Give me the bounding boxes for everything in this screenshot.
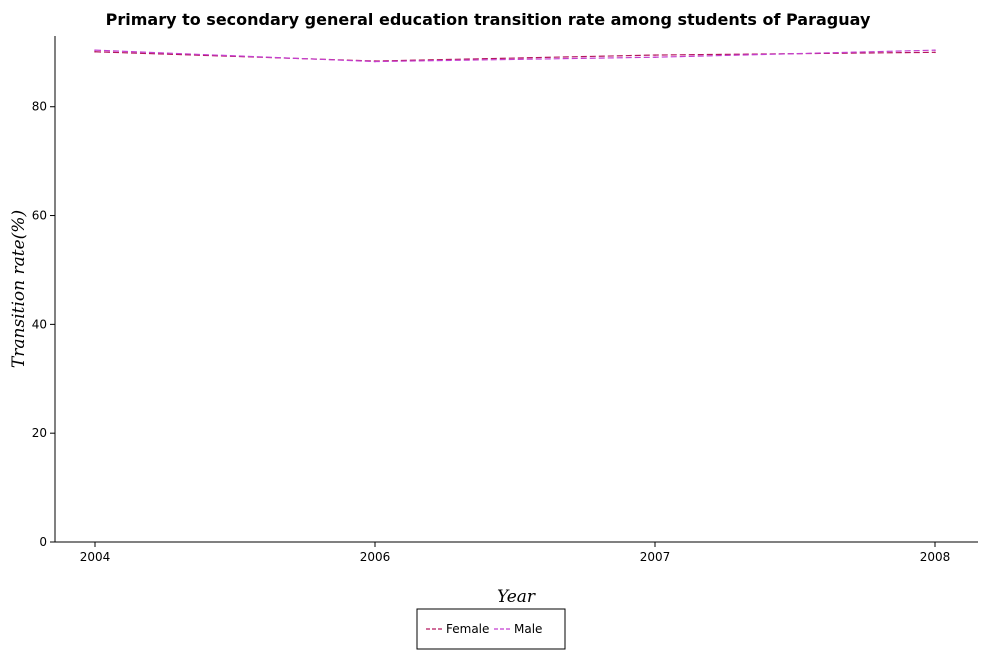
x-tick-label: 2006 [360,550,391,564]
data-point-female [654,54,656,56]
legend-label-female: Female [446,622,489,636]
y-tick-label: 20 [32,426,47,440]
x-axis-label: Year [497,587,536,607]
y-axis: 0 20 40 60 80 [32,36,56,549]
x-tick-label: 2007 [640,550,671,564]
series-line-male [94,49,936,63]
data-point-male [94,49,96,51]
y-tick-label: 0 [39,535,47,549]
legend-label-male: Male [514,622,542,636]
legend: Female Male [416,608,566,650]
series-layer [94,49,936,63]
data-point-male [654,56,656,59]
data-point-male [374,60,376,63]
plot-area [55,36,978,542]
data-point-male [934,49,936,51]
data-point-female [94,50,96,53]
y-tick-label: 40 [32,317,47,331]
y-tick-label: 60 [32,209,47,223]
data-point-female [934,51,936,54]
y-axis-label: Transition rate(%) [9,210,29,368]
x-tick-label: 2004 [80,550,111,564]
x-axis: 2004 2006 2007 2008 [55,541,978,564]
chart-title: Primary to secondary general education t… [106,10,871,29]
y-tick-label: 80 [32,100,47,114]
x-tick-label: 2008 [920,550,951,564]
